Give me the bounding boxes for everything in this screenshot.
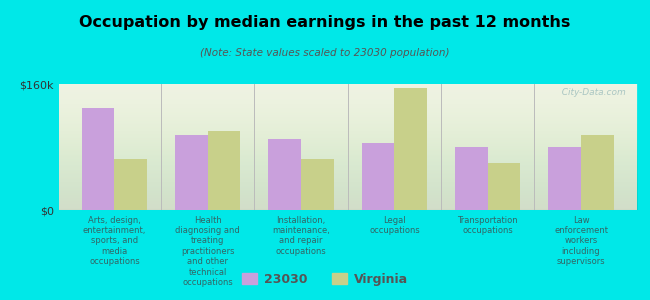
Text: Occupation by median earnings in the past 12 months: Occupation by median earnings in the pas… [79,15,571,30]
Bar [82,108,114,210]
Bar [581,135,614,210]
Bar [395,88,427,210]
Bar [488,163,521,210]
Bar [455,147,488,210]
Bar [114,159,147,210]
Bar [549,147,581,210]
Text: (Note: State values scaled to 23030 population): (Note: State values scaled to 23030 popu… [200,48,450,58]
Bar [268,139,301,210]
Legend: 23030, Virginia: 23030, Virginia [237,268,413,291]
Text: City-Data.com: City-Data.com [556,88,625,97]
Bar [175,135,208,210]
Bar [362,143,395,210]
Bar [301,159,333,210]
Bar [208,131,240,210]
